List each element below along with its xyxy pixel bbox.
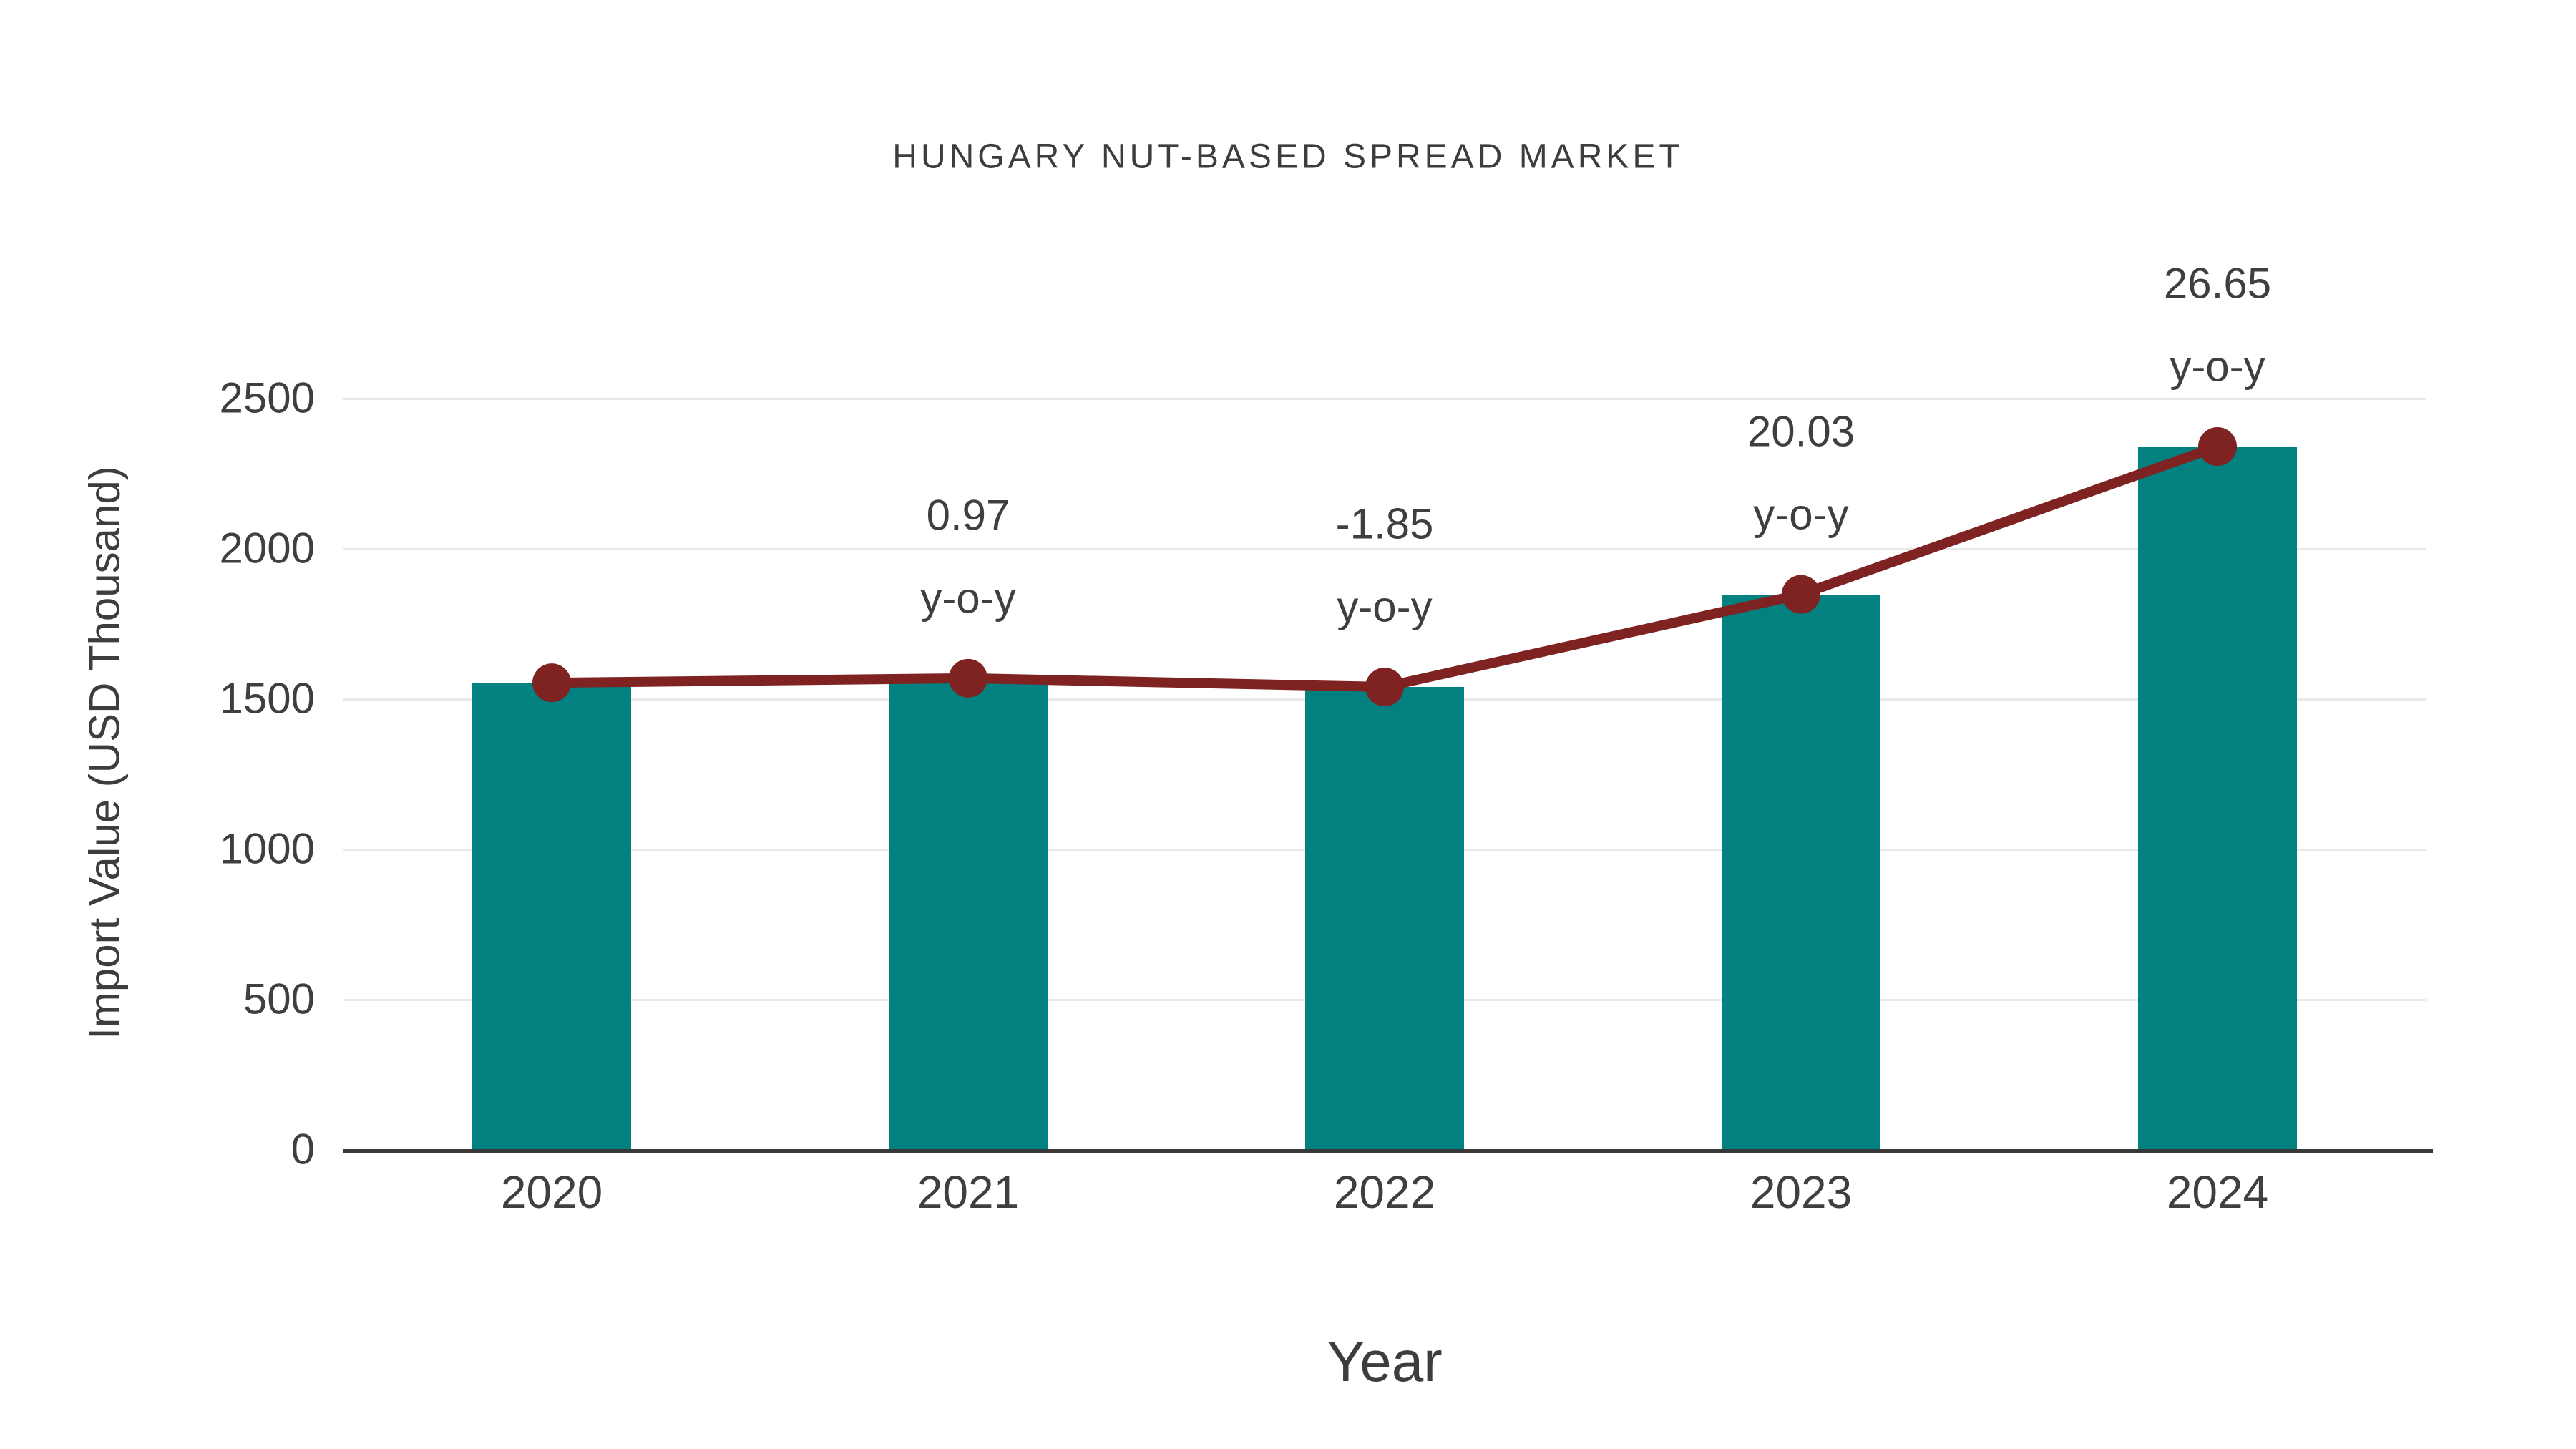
bar-2020 [472, 683, 631, 1149]
chart-title: HUNGARY NUT-BASED SPREAD MARKET [892, 137, 1684, 176]
gridline-2000 [343, 548, 2426, 550]
x-tick-label-2020: 2020 [500, 1166, 603, 1218]
y-tick-label-1500: 1500 [219, 674, 315, 723]
x-tick-label-2022: 2022 [1333, 1166, 1436, 1218]
y-tick-label-0: 0 [291, 1125, 315, 1174]
x-tick-label-2023: 2023 [1750, 1166, 1853, 1218]
bar-2023 [1722, 594, 1880, 1149]
x-tick-label-2024: 2024 [2166, 1166, 2269, 1218]
yoy-sub-annotation-2022: y-o-y [1337, 582, 1433, 631]
trend-line [551, 441, 2220, 693]
x-tick-label-2021: 2021 [917, 1166, 1020, 1218]
yoy-sub-annotation-2021: y-o-y [920, 574, 1016, 623]
bar-2022 [1305, 687, 1464, 1149]
bar-2024 [2138, 447, 2297, 1149]
yoy-sub-annotation-2024: y-o-y [2170, 342, 2265, 391]
gridline-2500 [343, 398, 2426, 400]
data-point-marker-2024 [2198, 427, 2237, 467]
yoy-value-annotation-2022: -1.85 [1335, 499, 1434, 548]
x-axis-title: Year [1327, 1330, 1443, 1393]
yoy-value-annotation-2021: 0.97 [926, 491, 1010, 540]
data-point-marker-2021 [949, 658, 987, 698]
y-tick-label-2500: 2500 [219, 374, 315, 422]
y-tick-label-500: 500 [243, 975, 315, 1023]
data-point-marker-2023 [1782, 575, 1820, 614]
yoy-value-annotation-2023: 20.03 [1747, 407, 1855, 456]
data-point-marker-2020 [532, 663, 571, 703]
y-tick-label-2000: 2000 [219, 524, 315, 572]
x-axis-line [343, 1149, 2433, 1153]
y-tick-label-1000: 1000 [219, 824, 315, 873]
yoy-value-annotation-2024: 26.65 [2163, 259, 2272, 308]
data-point-marker-2022 [1365, 668, 1404, 707]
yoy-sub-annotation-2023: y-o-y [1753, 490, 1849, 539]
bar-2021 [889, 678, 1048, 1149]
